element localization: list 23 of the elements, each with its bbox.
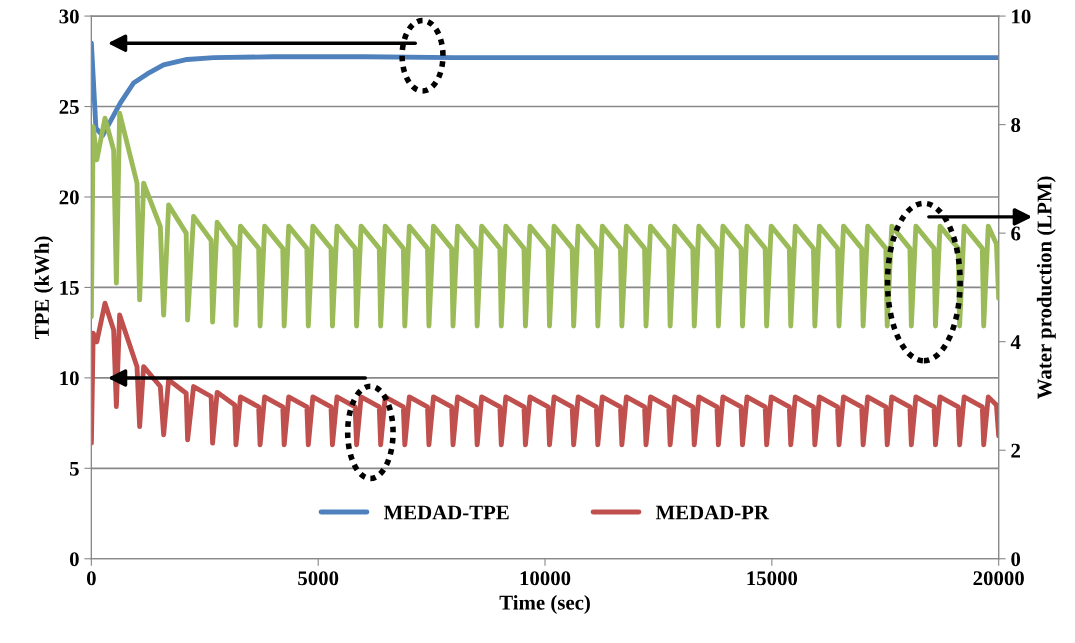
legend-label: MEDAD-PR	[655, 505, 770, 520]
x-axis-title: Time (sec)	[499, 595, 590, 614]
y-tick-label: 25	[59, 99, 79, 114]
x-tick-label: 20000	[973, 571, 1024, 586]
x-tick-label: 0	[86, 571, 96, 586]
x-tick-label: 10000	[520, 571, 571, 586]
y2-tick-label: 10	[1012, 9, 1031, 24]
y-tick-label: 30	[59, 9, 79, 24]
y-tick-label: 15	[60, 280, 79, 295]
y-tick-label: 20	[59, 190, 79, 205]
legend-label: MEDAD-TPE	[383, 505, 509, 520]
x-tick-label: 5000	[298, 571, 339, 586]
y2-axis-title: Water production (LPM)	[1036, 176, 1056, 400]
y-axis-title: TPE (kWh)	[34, 236, 54, 339]
y2-tick-label: 0	[1011, 552, 1021, 567]
y2-tick-label: 2	[1011, 443, 1020, 458]
y2-tick-label: 4	[1010, 335, 1021, 349]
y2-tick-label: 6	[1011, 226, 1021, 241]
y-tick-label: 5	[69, 461, 79, 476]
x-tick-label: 15000	[747, 571, 798, 586]
y-tick-label: 0	[69, 552, 79, 567]
y-tick-label: 10	[60, 371, 79, 386]
y2-tick-label: 8	[1011, 117, 1021, 133]
